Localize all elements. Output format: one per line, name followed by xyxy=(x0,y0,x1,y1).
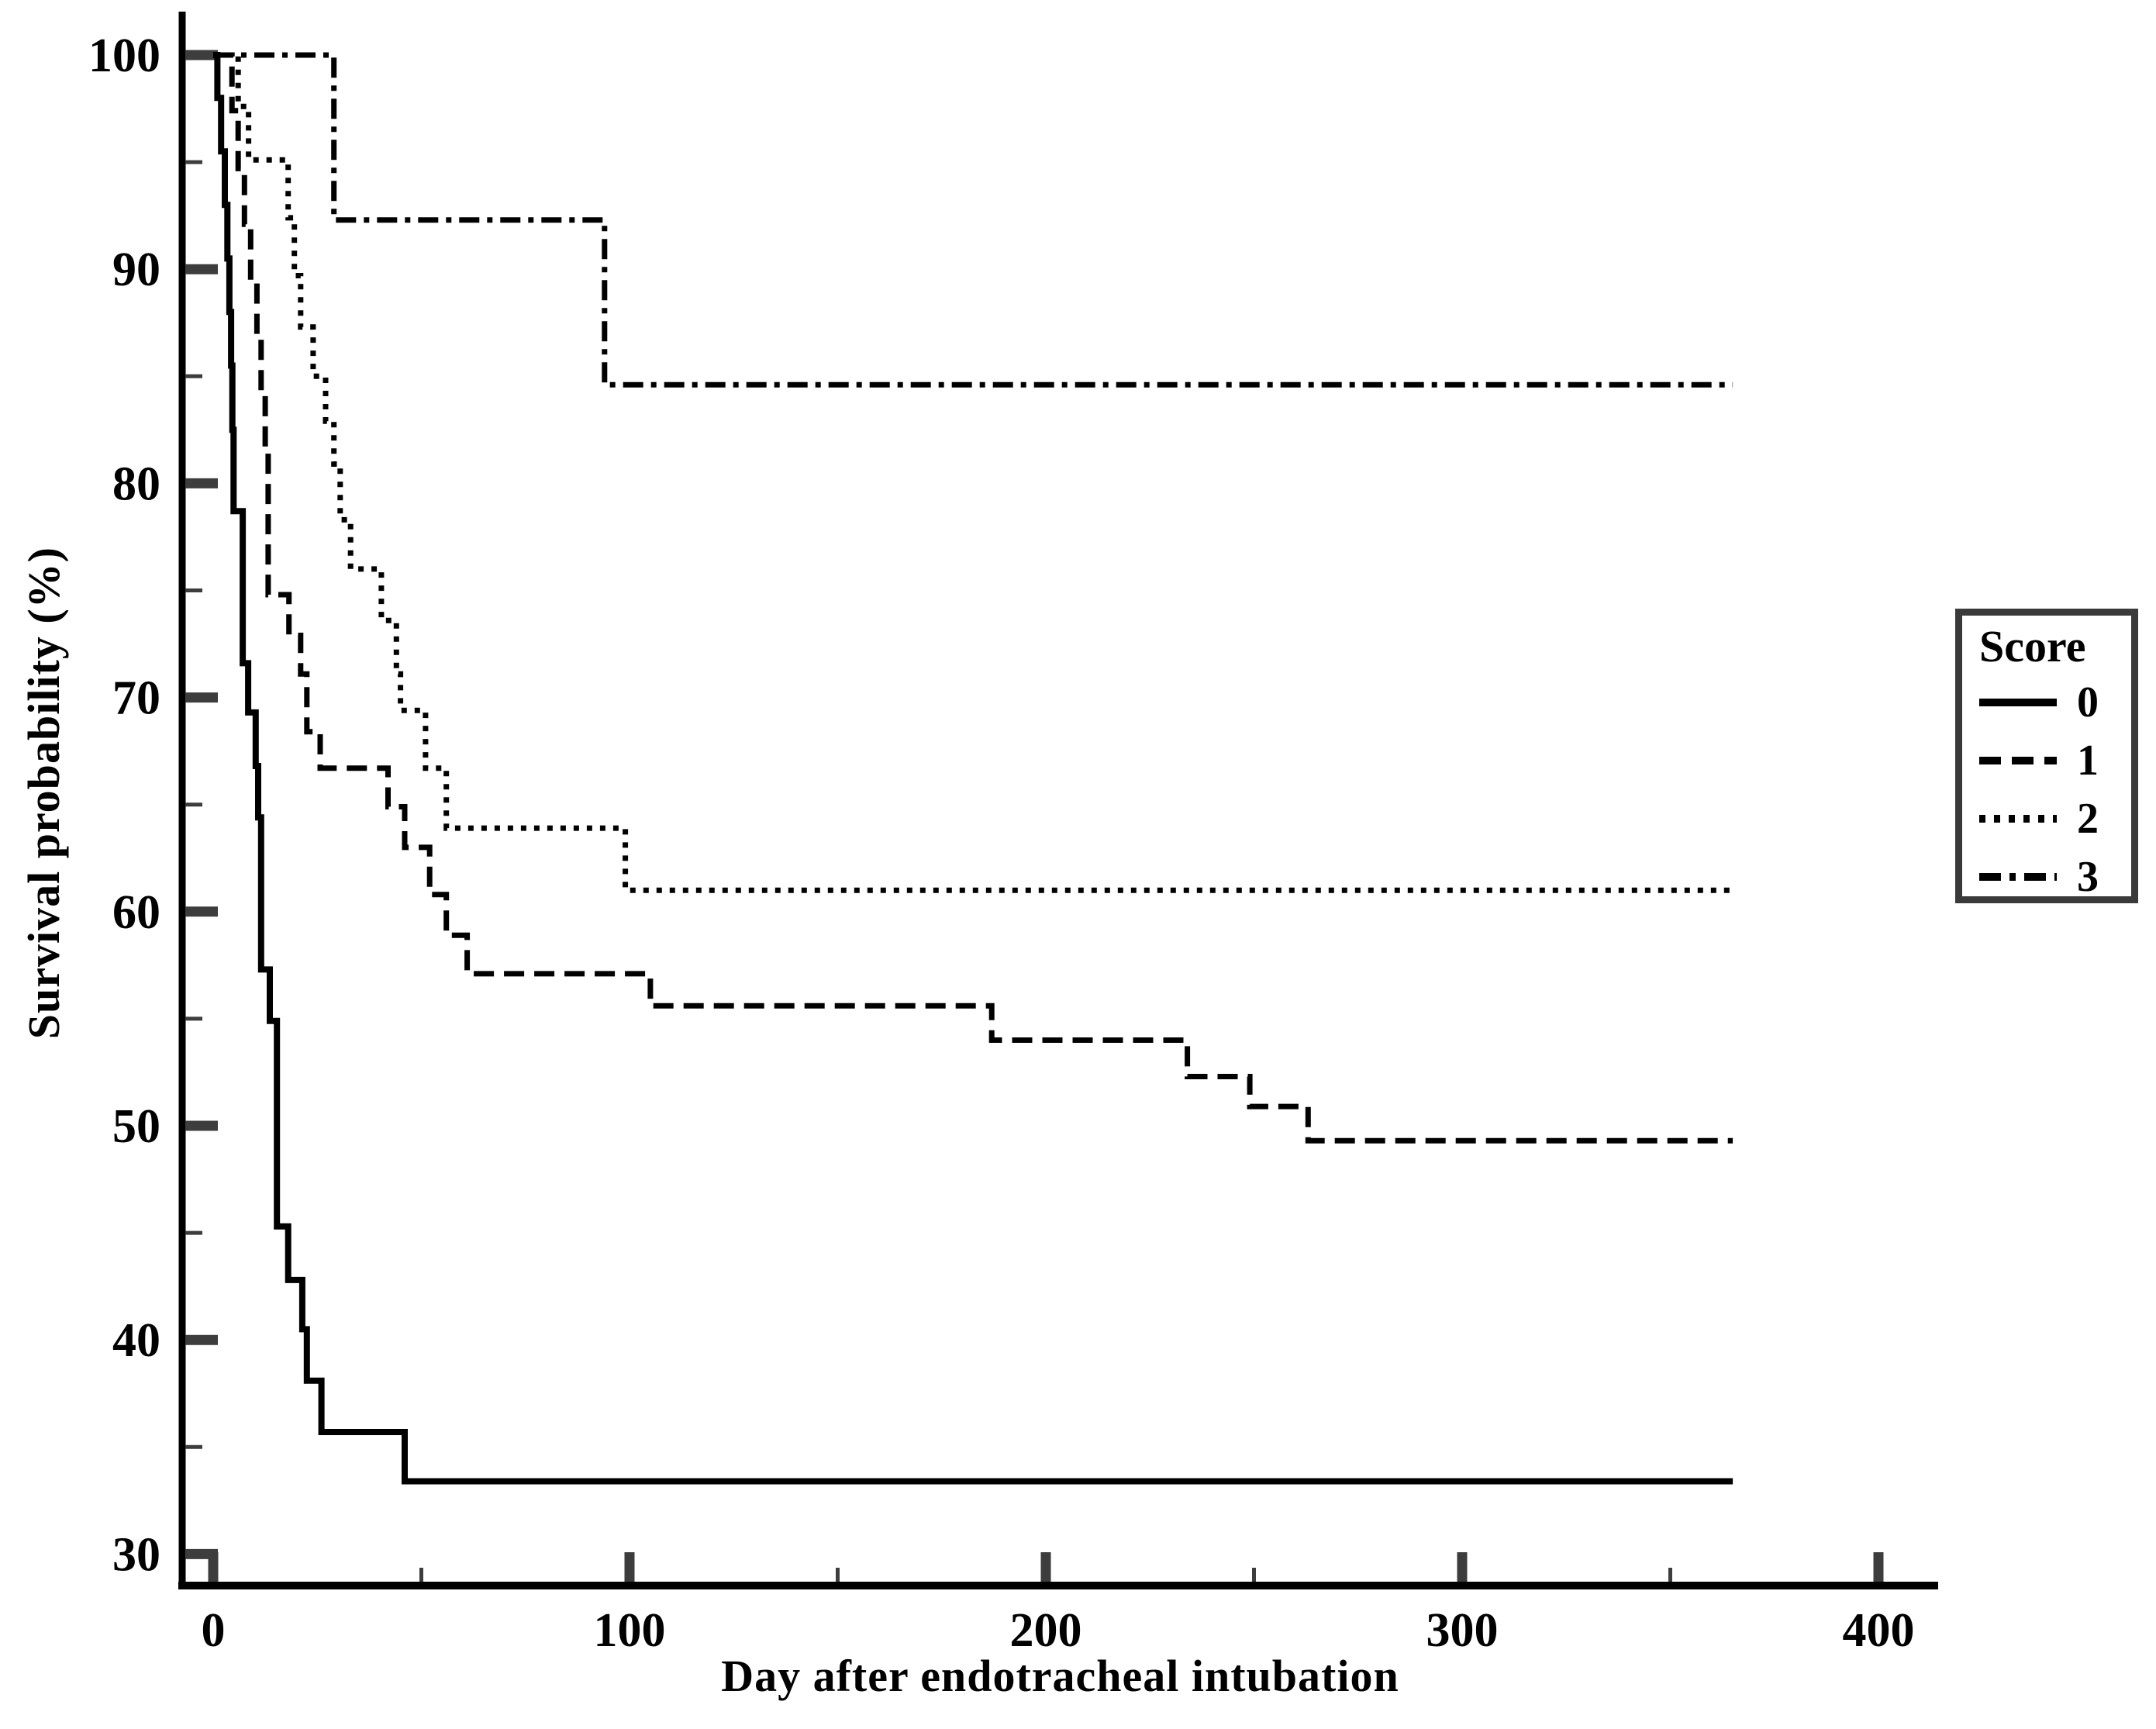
y-axis-title-wrap: Survival probability (%) xyxy=(11,0,76,1586)
y-tick-label: 100 xyxy=(88,29,160,82)
curve-score-0 xyxy=(213,52,1733,1485)
legend-entry-score-0: 0 xyxy=(1979,677,2127,729)
x-tick-label: 0 xyxy=(202,1604,226,1657)
legend-label: 2 xyxy=(2077,795,2099,844)
y-tick-label: 40 xyxy=(112,1314,160,1367)
y-tick-label: 90 xyxy=(112,243,160,296)
curve-score-1 xyxy=(213,52,1733,1144)
x-axis-title: Day after endotracheal intubation xyxy=(721,1651,1399,1701)
legend-line-sample-solid xyxy=(1979,699,2057,707)
y-tick-label: 50 xyxy=(112,1100,160,1153)
legend-title: Score xyxy=(1979,621,2086,671)
y-axis-title: Survival probability (%) xyxy=(18,546,69,1040)
legend-box: Score 0 1 2 3 xyxy=(1955,609,2138,903)
x-tick-label: 400 xyxy=(1843,1604,1915,1657)
y-tick-label: 70 xyxy=(112,672,160,725)
legend-entries: 0 1 2 3 xyxy=(1979,677,2127,903)
curve-score-3 xyxy=(213,52,1733,388)
x-tick-label: 200 xyxy=(1010,1604,1082,1657)
legend-line-sample-dotted xyxy=(1979,815,2057,823)
legend-label: 3 xyxy=(2077,853,2099,902)
x-tick-label: 100 xyxy=(594,1604,666,1657)
legend-label: 0 xyxy=(2077,678,2099,727)
curve-score-2 xyxy=(213,52,1733,893)
x-tick-label: 300 xyxy=(1426,1604,1499,1657)
y-tick-label: 60 xyxy=(112,886,160,939)
legend-entry-score-1: 1 xyxy=(1979,735,2127,787)
legend-entry-score-3: 3 xyxy=(1979,851,2127,903)
legend-label: 1 xyxy=(2077,737,2099,785)
y-tick-label: 80 xyxy=(112,457,160,510)
x-axis-title-wrap: Day after endotracheal intubation xyxy=(182,1650,1938,1702)
legend-entry-score-2: 2 xyxy=(1979,793,2127,845)
legend-line-sample-dashed xyxy=(1979,757,2057,765)
legend-line-sample-dashdot xyxy=(1979,873,2057,882)
y-tick-label: 30 xyxy=(112,1528,160,1581)
